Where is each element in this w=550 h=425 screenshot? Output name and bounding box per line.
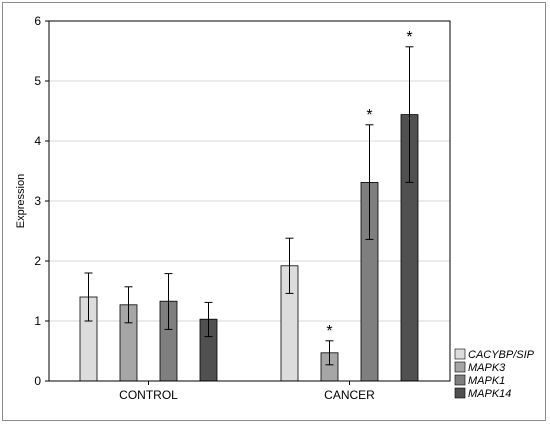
significance-marker: * <box>366 107 372 124</box>
y-axis-title: Expression <box>15 174 27 228</box>
y-tick-label: 1 <box>34 314 41 328</box>
y-tick-label: 4 <box>34 134 41 148</box>
significance-marker: * <box>326 323 332 340</box>
significance-marker: * <box>406 29 412 46</box>
y-tick-label: 5 <box>34 74 41 88</box>
plot-area-border <box>48 20 451 382</box>
x-tick-label: CONTROL <box>119 388 178 402</box>
y-tick-label: 2 <box>34 254 41 268</box>
legend-swatch <box>454 387 466 399</box>
legend-swatch <box>454 348 466 360</box>
legend-label: MAPK1 <box>468 375 505 387</box>
x-tick-label: CANCER <box>324 388 375 402</box>
y-tick-label: 6 <box>34 14 41 28</box>
y-tick-label: 0 <box>34 374 41 388</box>
legend-swatch <box>454 374 466 386</box>
legend-label: MAPK3 <box>468 362 506 374</box>
legend-label: MAPK14 <box>468 388 511 400</box>
y-tick-label: 3 <box>34 194 41 208</box>
legend-swatch <box>454 361 466 373</box>
legend-label: CACYBP/SIP <box>468 349 535 361</box>
